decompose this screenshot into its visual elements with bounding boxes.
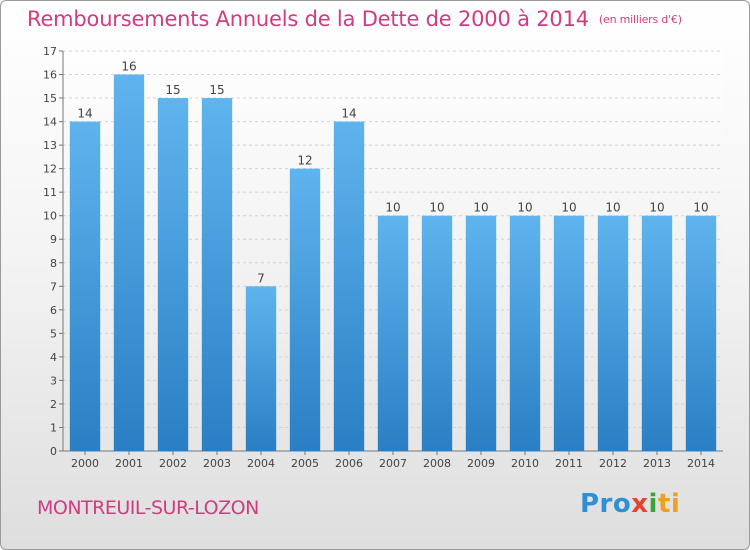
bar	[377, 215, 409, 451]
x-tick-label: 2000	[71, 457, 99, 470]
bar	[157, 98, 189, 451]
y-tick-label: 16	[43, 69, 57, 82]
bar-value-label: 10	[693, 201, 708, 215]
bar-value-label: 16	[121, 60, 136, 74]
bar	[553, 215, 585, 451]
bar-value-label: 10	[517, 201, 532, 215]
x-tick-label: 2014	[687, 457, 715, 470]
bar-value-label: 15	[165, 83, 180, 97]
y-tick-label: 10	[43, 210, 57, 223]
bar	[245, 286, 277, 451]
bar-value-label: 14	[77, 107, 92, 121]
y-tick-label: 2	[50, 398, 57, 411]
bar	[597, 215, 629, 451]
x-tick-label: 2011	[555, 457, 583, 470]
y-tick-label: 11	[43, 186, 57, 199]
bar	[113, 74, 145, 451]
x-tick-label: 2007	[379, 457, 407, 470]
bar	[289, 168, 321, 451]
y-tick-label: 7	[50, 280, 57, 293]
logo-part-2: x	[631, 489, 649, 519]
chart-title-text: Remboursements Annuels de la Dette de 20…	[27, 7, 589, 31]
y-tick-label: 8	[50, 257, 57, 270]
bar-value-label: 14	[341, 107, 356, 121]
bar-value-label: 15	[209, 83, 224, 97]
x-tick-label: 2003	[203, 457, 231, 470]
y-tick-label: 15	[43, 92, 57, 105]
x-tick-label: 2009	[467, 457, 495, 470]
bar	[421, 215, 453, 451]
x-tick-label: 2001	[115, 457, 143, 470]
y-tick-label: 13	[43, 139, 57, 152]
bar-chart: 0123456789101112131415161714200016200115…	[43, 45, 723, 470]
bar	[685, 215, 717, 451]
bar-value-label: 10	[385, 201, 400, 215]
y-tick-label: 6	[50, 304, 57, 317]
x-tick-label: 2005	[291, 457, 319, 470]
logo-part-4: ti	[657, 489, 681, 519]
bar	[641, 215, 673, 451]
bar-value-label: 10	[561, 201, 576, 215]
bar-value-label: 10	[473, 201, 488, 215]
bar-value-label: 7	[257, 271, 265, 285]
x-tick-label: 2006	[335, 457, 363, 470]
unit-note: (en milliers d'€)	[598, 13, 682, 26]
y-tick-label: 3	[50, 374, 57, 387]
bar	[509, 215, 541, 451]
town-name: MONTREUIL-SUR-LOZON	[37, 497, 259, 519]
y-tick-label: 5	[50, 327, 57, 340]
bar-value-label: 12	[297, 154, 312, 168]
y-tick-label: 17	[43, 45, 57, 58]
bar-value-label: 10	[649, 201, 664, 215]
plot-area: 0123456789101112131415161714200016200115…	[43, 45, 723, 470]
logo-part-3: i	[648, 489, 658, 519]
y-tick-label: 4	[50, 351, 57, 364]
proxiti-logo: Proxiti	[580, 489, 680, 519]
y-tick-label: 12	[43, 163, 57, 176]
bar-value-label: 10	[429, 201, 444, 215]
bar-value-label: 10	[605, 201, 620, 215]
x-tick-label: 2010	[511, 457, 539, 470]
y-tick-label: 9	[50, 233, 57, 246]
x-tick-label: 2008	[423, 457, 451, 470]
bar	[465, 215, 497, 451]
x-tick-label: 2002	[159, 457, 187, 470]
bar	[201, 98, 233, 451]
y-tick-label: 0	[50, 445, 57, 458]
y-tick-label: 1	[50, 421, 57, 434]
chart-title: Remboursements Annuels de la Dette de 20…	[27, 7, 682, 31]
bar	[69, 121, 101, 452]
x-tick-label: 2004	[247, 457, 275, 470]
x-tick-label: 2013	[643, 457, 671, 470]
y-tick-label: 14	[43, 116, 57, 129]
bar	[333, 121, 365, 452]
x-tick-label: 2012	[599, 457, 627, 470]
logo-part-1: Pro	[580, 489, 632, 519]
